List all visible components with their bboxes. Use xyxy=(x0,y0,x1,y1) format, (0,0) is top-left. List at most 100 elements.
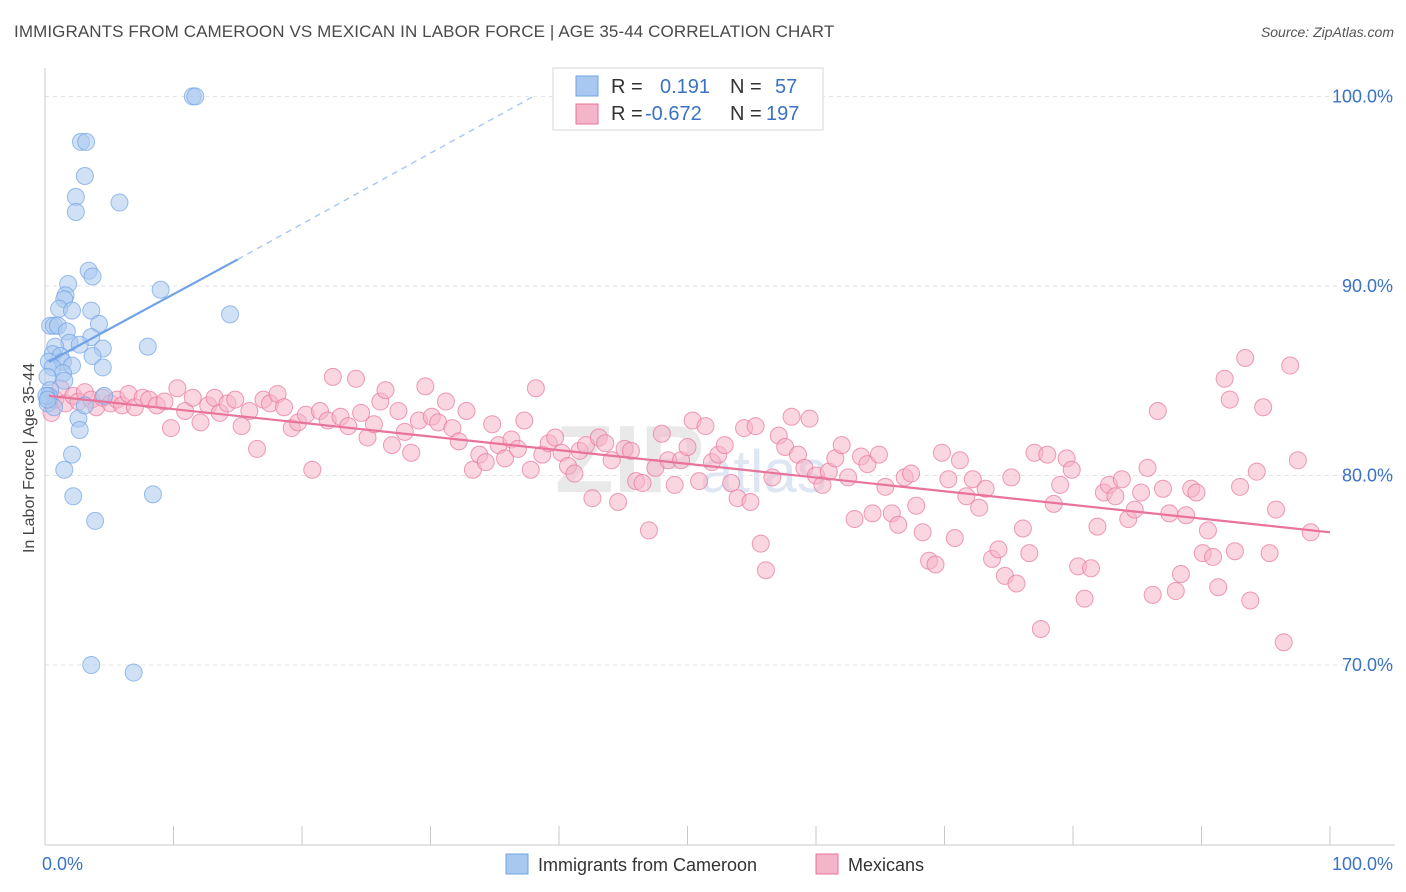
mexicans-point-157 xyxy=(1051,475,1070,494)
cameroon-point-36 xyxy=(93,358,112,377)
cameroon-point-48 xyxy=(62,445,81,464)
mexicans-point-86 xyxy=(609,492,628,511)
trend-line-0 xyxy=(48,258,239,363)
mexicans-point-127 xyxy=(863,504,882,523)
mexicans-point-18 xyxy=(155,392,174,411)
mexicans-point-135 xyxy=(913,523,932,542)
cameroon-point-31 xyxy=(83,347,102,366)
mexicans-point-59 xyxy=(436,392,455,411)
mexicans-point-184 xyxy=(1209,578,1228,597)
mexicans-point-155 xyxy=(1038,445,1057,464)
cameroon-point-5 xyxy=(66,187,85,206)
grid-lines xyxy=(45,95,1395,666)
mexicans-point-174 xyxy=(1153,479,1172,498)
mexicans-point-197 xyxy=(1288,451,1307,470)
series-legend: Immigrants from Cameroon Mexicans xyxy=(505,853,924,875)
legend-label-cameroon: Immigrants from Cameroon xyxy=(538,855,757,875)
mexicans-point-35 xyxy=(275,398,294,417)
mexicans-point-143 xyxy=(963,470,982,489)
mexicans-point-131 xyxy=(889,515,908,534)
tick-labels: 70.0% 80.0% 90.0% 100.0% 0.0% 100.0% xyxy=(42,86,1393,874)
mexicans-point-19 xyxy=(161,419,180,438)
mexicans-point-82 xyxy=(583,489,602,508)
mexicans-point-128 xyxy=(869,445,888,464)
mexicans-point-65 xyxy=(476,453,495,472)
mexicans-point-68 xyxy=(496,449,515,468)
mexicans-point-107 xyxy=(741,492,760,511)
cameroon-point-46 xyxy=(95,386,114,405)
mexicans-point-29 xyxy=(232,417,251,436)
mexicans-point-73 xyxy=(526,379,545,398)
mexicans-point-22 xyxy=(183,388,202,407)
cameroon-point-4 xyxy=(75,167,94,186)
cameroon-point-39 xyxy=(55,371,74,390)
mexicans-point-97 xyxy=(678,438,697,457)
chart-title: IMMIGRANTS FROM CAMEROON VS MEXICAN IN L… xyxy=(14,22,835,41)
mexicans-point-52 xyxy=(389,402,408,421)
mexicans-point-190 xyxy=(1241,591,1260,610)
legend-swatch-mexicans xyxy=(575,103,599,125)
mexicans-point-103 xyxy=(715,436,734,455)
mexicans-point-133 xyxy=(902,464,921,483)
mexicans-point-173 xyxy=(1148,402,1167,421)
mexicans-point-28 xyxy=(226,390,245,409)
cameroon-point-50 xyxy=(64,487,83,506)
mexicans-point-54 xyxy=(402,443,421,462)
cameroon-point-7 xyxy=(66,203,85,222)
mexicans-point-129 xyxy=(876,477,895,496)
y-tick-label-3: 100.0% xyxy=(1332,86,1393,106)
mexicans-point-93 xyxy=(652,424,671,443)
mexicans-point-170 xyxy=(1132,483,1151,502)
mexicans-point-39 xyxy=(303,460,322,479)
mexicans-point-188 xyxy=(1231,477,1250,496)
mexicans-point-161 xyxy=(1075,589,1094,608)
legend-n-value-2: 197 xyxy=(766,103,799,125)
mexicans-point-166 xyxy=(1106,487,1125,506)
mexicans-point-70 xyxy=(508,439,527,458)
cameroon-point-6 xyxy=(110,193,129,212)
cameroon-point-22 xyxy=(89,314,108,333)
y-axis-title: In Labor Force | Age 35-44 xyxy=(21,363,38,553)
mexicans-point-171 xyxy=(1138,458,1157,477)
legend-n-label-1: N = xyxy=(730,76,762,98)
mexicans-point-134 xyxy=(907,496,926,515)
legend-n-label-2: N = xyxy=(730,103,762,125)
trend-lines xyxy=(48,95,1331,534)
mexicans-point-189 xyxy=(1236,348,1255,367)
mexicans-point-122 xyxy=(832,436,851,455)
mexicans-point-88 xyxy=(621,441,640,460)
mexicans-point-159 xyxy=(1062,460,1081,479)
legend-n-value-1: 57 xyxy=(775,76,797,98)
mexicans-point-186 xyxy=(1220,390,1239,409)
mexicans-point-76 xyxy=(546,428,565,447)
cameroon-point-51 xyxy=(143,485,162,504)
mexicans-point-151 xyxy=(1013,519,1032,538)
mexicans-point-45 xyxy=(346,369,365,388)
cameroon-point-11 xyxy=(151,280,170,299)
mexicans-point-23 xyxy=(191,413,210,432)
cameroon-point-15 xyxy=(62,301,81,320)
mexicans-point-56 xyxy=(416,377,435,396)
mexicans-point-163 xyxy=(1088,517,1107,536)
mexicans-point-90 xyxy=(633,474,652,493)
mexicans-point-196 xyxy=(1281,356,1300,375)
mexicans-point-108 xyxy=(746,417,765,436)
mexicans-point-53 xyxy=(395,422,414,441)
mexicans-point-124 xyxy=(845,510,864,529)
cameroon-point-47 xyxy=(70,420,89,439)
cameroon-point-17 xyxy=(221,305,240,324)
mexicans-point-180 xyxy=(1187,483,1206,502)
legend-swatch-bottom-cameroon xyxy=(505,853,529,875)
mexicans-point-109 xyxy=(751,534,770,553)
cameroon-point-9 xyxy=(83,267,102,286)
mexicans-point-175 xyxy=(1160,504,1179,523)
mexicans-point-51 xyxy=(382,436,401,455)
mexicans-point-177 xyxy=(1171,564,1190,583)
legend-label-mexicans: Mexicans xyxy=(848,855,924,875)
mexicans-point-182 xyxy=(1198,521,1217,540)
mexicans-point-100 xyxy=(696,417,715,436)
cameroon-point-56 xyxy=(38,390,57,409)
axes xyxy=(44,68,1395,846)
stats-legend: R = 0.191 N = 57 R = -0.672 N = 197 xyxy=(552,67,824,131)
mexicans-point-145 xyxy=(976,479,995,498)
